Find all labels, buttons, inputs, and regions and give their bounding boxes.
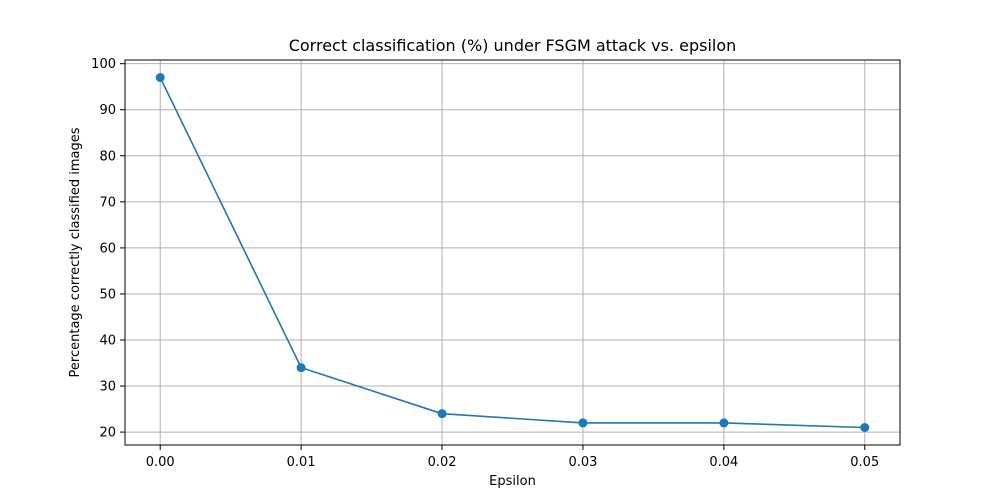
chart-title: Correct classification (%) under FSGM at… bbox=[289, 36, 737, 55]
x-tick-label: 0.05 bbox=[850, 455, 879, 470]
data-point-marker bbox=[437, 409, 447, 419]
y-tick-label: 40 bbox=[99, 334, 116, 349]
y-tick-label: 90 bbox=[99, 103, 116, 118]
y-axis-label: Percentage correctly classified images bbox=[68, 127, 83, 377]
axis-ticks: 0.00 0.01 0.02 0.03 0.04 0.05 20 30 40 50 60 70 80 90… bbox=[91, 57, 879, 470]
y-tick-label: 20 bbox=[99, 426, 116, 441]
y-tick-label: 50 bbox=[99, 287, 116, 302]
y-tick-label: 80 bbox=[99, 149, 116, 164]
data-point-marker bbox=[578, 418, 588, 428]
y-tick-label: 100 bbox=[91, 57, 116, 72]
axes-frame bbox=[124, 59, 901, 446]
x-tick-label: 0.04 bbox=[709, 455, 738, 470]
series-group bbox=[155, 73, 870, 432]
data-point-marker bbox=[719, 418, 729, 428]
y-tick-label: 70 bbox=[99, 195, 116, 210]
x-tick-label: 0.03 bbox=[568, 455, 597, 470]
grid-lines bbox=[125, 60, 900, 445]
data-point-marker bbox=[296, 363, 306, 373]
x-tick-label: 0.00 bbox=[146, 455, 175, 470]
y-tick-label: 60 bbox=[99, 241, 116, 256]
x-tick-label: 0.01 bbox=[287, 455, 316, 470]
data-point-marker bbox=[155, 73, 165, 82]
x-axis-label: Epsilon bbox=[489, 474, 536, 489]
x-tick-label: 0.02 bbox=[428, 455, 457, 470]
data-point-marker bbox=[860, 423, 870, 432]
y-tick-label: 30 bbox=[99, 380, 116, 395]
series-line bbox=[159, 77, 865, 429]
